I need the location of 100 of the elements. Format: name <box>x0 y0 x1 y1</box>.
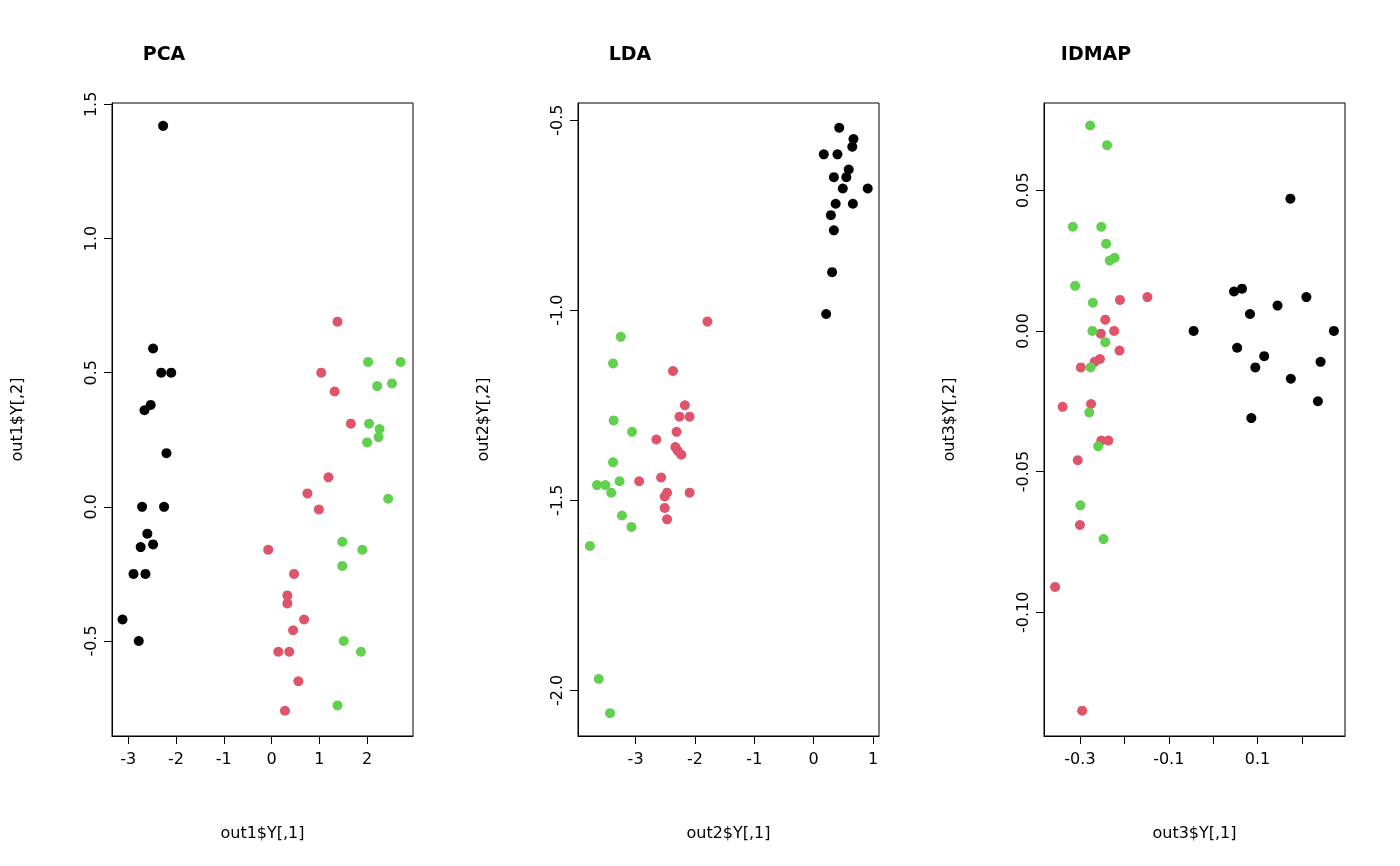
point <box>847 198 858 209</box>
point <box>1085 120 1096 131</box>
point <box>139 405 150 416</box>
point <box>1100 314 1111 325</box>
point <box>1093 441 1104 452</box>
y-axis-title: out3$Y[,2] <box>938 377 958 462</box>
point <box>606 487 617 498</box>
x-tick-label: 0 <box>808 748 819 768</box>
point <box>345 418 356 429</box>
point <box>828 172 839 183</box>
point <box>592 480 602 491</box>
point <box>1098 534 1109 545</box>
point <box>605 708 616 719</box>
point <box>372 381 383 392</box>
y-tick-label: -2.0 <box>546 674 566 706</box>
point <box>263 544 274 555</box>
point <box>133 636 144 647</box>
point <box>1102 140 1113 151</box>
point <box>148 343 159 354</box>
point <box>323 472 334 483</box>
point <box>1109 325 1120 336</box>
point <box>600 480 611 491</box>
point <box>1075 362 1086 373</box>
point <box>135 542 146 553</box>
point <box>117 614 128 625</box>
y-axis-title: out2$Y[,2] <box>472 377 492 462</box>
point <box>626 521 637 532</box>
point <box>363 356 374 367</box>
point <box>684 487 695 498</box>
point <box>656 472 667 483</box>
point <box>1096 221 1107 232</box>
y-tick-label: -1.5 <box>546 484 566 516</box>
point <box>373 432 384 443</box>
point <box>818 149 829 160</box>
point <box>332 316 343 327</box>
point <box>316 367 327 378</box>
point <box>1101 238 1112 249</box>
point <box>828 225 839 236</box>
x-tick-label: -1 <box>746 748 763 768</box>
point <box>841 172 852 183</box>
y-tick-label: 0.00 <box>1012 313 1032 349</box>
point <box>1077 705 1088 716</box>
point <box>1084 407 1095 418</box>
point <box>337 560 348 571</box>
point <box>355 646 366 657</box>
point <box>1246 413 1257 424</box>
point <box>1087 297 1098 308</box>
x-axis-title: out2$Y[,1] <box>686 822 771 842</box>
point <box>1050 581 1061 592</box>
point <box>279 705 290 716</box>
y-tick-label: -0.10 <box>1012 591 1032 633</box>
x-tick-label: -0.1 <box>1153 748 1185 768</box>
point <box>362 437 373 448</box>
y-tick-label: -1.0 <box>546 294 566 326</box>
point <box>659 491 670 502</box>
point <box>1188 325 1199 336</box>
point <box>329 386 340 397</box>
x-tick-label: 2 <box>362 748 373 768</box>
point <box>832 149 843 160</box>
point <box>145 399 156 410</box>
x-tick-label: -2 <box>168 748 184 768</box>
point <box>1315 356 1326 367</box>
point <box>821 309 832 319</box>
x-tick-label: 1 <box>314 748 325 768</box>
y-tick-label: 0.0 <box>80 494 100 520</box>
point <box>830 198 841 209</box>
point <box>332 700 343 711</box>
point <box>1114 345 1125 356</box>
x-axis-title: out3$Y[,1] <box>1152 822 1237 842</box>
point <box>847 141 858 152</box>
point <box>608 457 619 468</box>
point <box>627 426 638 437</box>
point <box>676 449 687 460</box>
point <box>608 415 619 426</box>
y-tick-label: 1.5 <box>80 91 100 118</box>
point <box>1100 337 1111 348</box>
point <box>302 488 313 499</box>
y-tick-label: -0.5 <box>80 625 100 657</box>
point <box>140 568 151 579</box>
point <box>1070 280 1081 291</box>
point <box>684 411 695 422</box>
point <box>608 358 619 369</box>
y-tick-label: -0.5 <box>546 104 566 136</box>
y-axis-title: out1$Y[,2] <box>6 377 26 462</box>
x-tick-label: -3 <box>120 748 137 768</box>
point <box>668 366 678 377</box>
point <box>584 540 595 551</box>
point <box>662 514 673 525</box>
point <box>1086 399 1097 410</box>
y-tick-label: 0.05 <box>1012 172 1032 209</box>
point <box>825 210 836 221</box>
point <box>827 267 838 278</box>
chart-title: LDA <box>608 41 652 64</box>
y-tick-label: -0.05 <box>1012 450 1032 493</box>
point <box>671 426 682 437</box>
point <box>1285 193 1296 204</box>
point <box>357 544 368 555</box>
point <box>142 528 153 539</box>
point <box>1232 342 1243 353</box>
point <box>128 568 139 579</box>
